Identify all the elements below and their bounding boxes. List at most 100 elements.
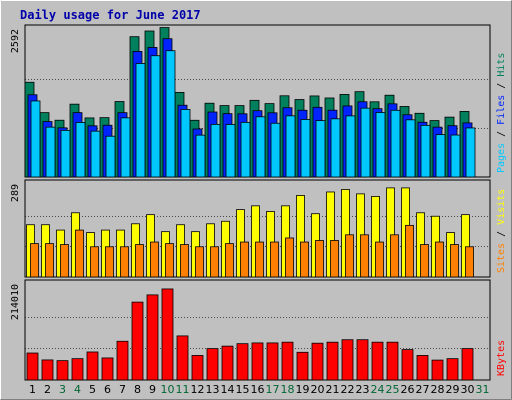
pages-bar (225, 124, 236, 178)
panel-traffic-legend: Pages / Files / Hits (496, 53, 507, 173)
sites-bar (345, 234, 354, 278)
kbytes-bar (341, 339, 354, 381)
sites-bar (180, 244, 189, 278)
kbytes-bar (326, 341, 339, 381)
x-tick-label: 3 (59, 383, 66, 396)
kbytes-bar (86, 351, 99, 381)
pages-bar (150, 55, 161, 178)
x-tick-label: 12 (191, 383, 205, 396)
x-tick-label: 23 (356, 383, 370, 396)
legend-pages: Pages (496, 143, 507, 173)
kbytes-bar (176, 335, 189, 381)
pages-bar (465, 127, 476, 178)
kbytes-bar (41, 359, 54, 381)
pages-bar (30, 100, 41, 178)
kbytes-bar (131, 301, 144, 381)
panel-visitors-legend: Sites / Visits (496, 189, 507, 273)
sites-bar (450, 244, 459, 278)
x-tick-label: 2 (44, 383, 51, 396)
kbytes-bar (431, 359, 444, 381)
kbytes-bar (416, 355, 429, 381)
sites-bar (60, 244, 69, 278)
x-tick-label: 29 (446, 383, 460, 396)
kbytes-bar (71, 358, 84, 381)
legend-sites: Sites (496, 243, 507, 273)
x-tick-label: 27 (416, 383, 430, 396)
pages-bar (300, 119, 311, 178)
x-tick-label: 13 (206, 383, 220, 396)
kbytes-bar (296, 351, 309, 381)
panel-volume: 214010 KBytes (10, 279, 507, 381)
pages-bar (285, 115, 296, 178)
kbytes-bar (56, 360, 69, 381)
pages-bar (405, 119, 416, 178)
kbytes-bar (371, 341, 384, 381)
x-tick-label: 9 (149, 383, 156, 396)
kbytes-bar (161, 288, 174, 381)
pages-bar (315, 120, 326, 178)
pages-bar (45, 126, 56, 178)
pages-bar (120, 117, 131, 178)
x-tick-label: 31 (476, 383, 490, 396)
chart-panels: 2592 Pages / Files / Hits 289 Sites / Visit… (10, 24, 507, 381)
kbytes-bar (101, 357, 114, 381)
sites-bar (315, 240, 324, 278)
pages-bar (435, 134, 446, 178)
pages-bar (345, 115, 356, 178)
kbytes-bar (251, 342, 264, 381)
pages-bar (420, 124, 431, 178)
pages-bar (255, 116, 266, 178)
x-tick-label: 14 (221, 383, 235, 396)
kbytes-bar (206, 348, 219, 381)
pages-bar (330, 118, 341, 178)
legend-kbytes: KBytes (496, 340, 507, 376)
x-tick-label: 30 (461, 383, 475, 396)
kbytes-bar (311, 342, 324, 381)
sites-bar (405, 224, 414, 278)
panel-volume-max-label: 214010 (10, 284, 21, 320)
x-tick-label: 18 (281, 383, 295, 396)
kbytes-bar (401, 349, 414, 381)
sites-bar (420, 244, 429, 278)
chart-title: Daily usage for June 2017 (20, 8, 201, 22)
sites-bar (225, 243, 234, 278)
pages-bar (195, 134, 206, 178)
x-tick-label: 22 (341, 383, 355, 396)
x-tick-label: 8 (134, 383, 141, 396)
sites-bar (390, 234, 399, 278)
x-axis: 1 2 3 4 5 6 7 8 9 10 11 12 13 14 15 16 17 18 19 20 21 22 23 24 2… (29, 383, 490, 396)
x-tick-label: 15 (236, 383, 250, 396)
sites-bar (195, 246, 204, 278)
pages-bar (90, 130, 101, 178)
kbytes-bar (221, 345, 234, 381)
pages-bar (180, 109, 191, 178)
legend-separator: / (496, 225, 507, 243)
x-tick-label: 6 (104, 383, 111, 396)
pages-bar (240, 121, 251, 178)
kbytes-bar (446, 358, 459, 381)
sites-bar (300, 241, 309, 278)
sites-bar (75, 229, 84, 278)
sites-bar (465, 246, 474, 278)
legend-hits: Hits (496, 53, 507, 77)
pages-bar (375, 112, 386, 178)
x-tick-label: 1 (29, 383, 36, 396)
x-tick-label: 26 (401, 383, 415, 396)
kbytes-bar (461, 348, 474, 381)
sites-bar (435, 241, 444, 278)
pages-bar (75, 122, 86, 178)
kbytes-bar (266, 342, 279, 381)
pages-bar (165, 50, 176, 178)
kbytes-bar (356, 339, 369, 381)
pages-bar (210, 123, 221, 178)
sites-bar (135, 244, 144, 278)
sites-bar (165, 243, 174, 278)
x-tick-label: 16 (251, 383, 265, 396)
x-tick-label: 19 (296, 383, 310, 396)
panel-volume-legend: KBytes (496, 340, 507, 376)
panel-traffic: 2592 Pages / Files / Hits (10, 24, 507, 178)
sites-bar (330, 240, 339, 278)
sites-bar (255, 241, 264, 278)
sites-bar (120, 246, 129, 278)
